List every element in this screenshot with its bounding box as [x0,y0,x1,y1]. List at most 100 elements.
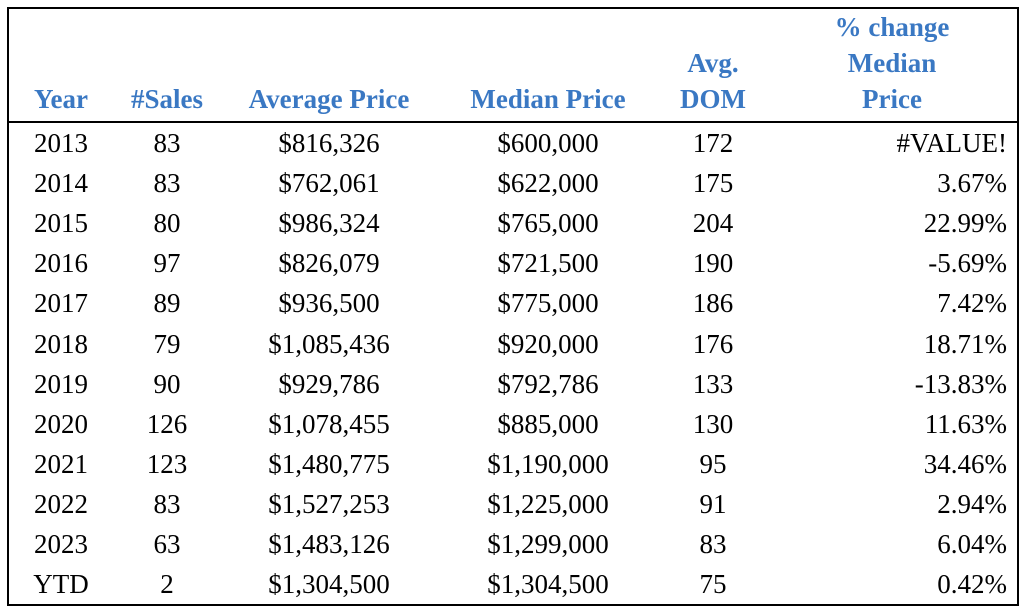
column-header-median-price: Median Price [437,9,659,123]
cell-sales: 80 [153,208,181,239]
column-header-avg-price: Average Price [221,9,437,123]
cell-pct-change: 2.94% [937,488,1007,519]
sales-table-frame: Year #Sales Average Price Median Price Avg. D… [7,7,1019,606]
cell-pct-change: 6.04% [937,528,1007,559]
table-row: 2023 63 $1,483,126 $1,299,000 83 6.04% [9,524,1017,564]
column-header-line: % change [834,12,950,42]
header-row: Year #Sales Average Price Median Price Avg. D… [9,9,1017,123]
table-row: 2022 83 $1,527,253 $1,225,000 91 2.94% [9,484,1017,524]
column-header-line: #Sales [130,84,203,114]
cell-dom: 95 [699,448,727,479]
table-header: Year #Sales Average Price Median Price Avg. D… [9,9,1017,123]
column-header-pct-change: % change Median Price [767,9,1017,123]
column-header-line: Median [847,48,937,78]
cell-median-price: $792,786 [497,368,599,399]
cell-sales: 63 [153,528,181,559]
cell-dom: 172 [692,128,734,159]
cell-sales: 79 [153,328,181,359]
cell-pct-change: 22.99% [923,208,1007,239]
cell-avg-price: $1,078,455 [268,408,390,439]
cell-pct-change: 18.71% [923,328,1007,359]
cell-median-price: $600,000 [497,128,599,159]
cell-median-price: $920,000 [497,328,599,359]
cell-dom: 83 [699,528,727,559]
cell-avg-price: $816,326 [278,128,380,159]
cell-sales: 83 [153,128,181,159]
cell-year: YTD [33,568,89,599]
table-row: 2017 89 $936,500 $775,000 186 7.42% [9,283,1017,323]
table-row: 2018 79 $1,085,436 $920,000 176 18.71% [9,323,1017,363]
cell-pct-change: 34.46% [923,448,1007,479]
cell-pct-change: 0.42% [937,568,1007,599]
cell-avg-price: $1,483,126 [268,528,390,559]
cell-year: 2014 [34,168,88,199]
cell-sales: 126 [146,408,188,439]
cell-avg-price: $1,085,436 [268,328,390,359]
cell-avg-price: $1,480,775 [268,448,390,479]
cell-year: 2017 [34,288,88,319]
column-header-sales: #Sales [113,9,221,123]
cell-dom: 75 [699,568,727,599]
cell-year: 2022 [34,488,88,519]
cell-median-price: $775,000 [497,288,599,319]
cell-median-price: $885,000 [497,408,599,439]
cell-year: 2023 [34,528,88,559]
cell-year: 2016 [34,248,88,279]
cell-dom: 133 [692,368,734,399]
cell-pct-change: 11.63% [924,408,1007,439]
cell-pct-change: #VALUE! [896,128,1008,159]
cell-dom: 175 [692,168,734,199]
cell-sales: 83 [153,168,181,199]
column-header-line: Year [34,84,88,114]
cell-avg-price: $826,079 [278,248,380,279]
cell-median-price: $721,500 [497,248,599,279]
column-header-line: Average Price [248,84,410,114]
table-row: 2021 123 $1,480,775 $1,190,000 95 34.46% [9,444,1017,484]
table-row: 2014 83 $762,061 $622,000 175 3.67% [9,163,1017,203]
cell-sales: 90 [153,368,181,399]
cell-year: 2015 [34,208,88,239]
cell-dom: 204 [692,208,734,239]
table-row: 2020 126 $1,078,455 $885,000 130 11.63% [9,404,1017,444]
cell-sales: 123 [146,448,188,479]
column-header-line: Price [862,84,922,114]
column-header-dom: Avg. DOM [659,9,767,123]
cell-sales: 83 [153,488,181,519]
cell-year: 2013 [34,128,88,159]
cell-dom: 190 [692,248,734,279]
cell-avg-price: $929,786 [278,368,380,399]
cell-sales: 97 [153,248,181,279]
cell-avg-price: $1,527,253 [268,488,390,519]
cell-sales: 89 [153,288,181,319]
column-header-line: Median Price [470,84,626,114]
cell-dom: 130 [692,408,734,439]
cell-median-price: $1,190,000 [487,448,609,479]
cell-median-price: $1,225,000 [487,488,609,519]
cell-avg-price: $986,324 [278,208,380,239]
cell-pct-change: -5.69% [928,248,1007,279]
cell-dom: 186 [692,288,734,319]
cell-sales: 2 [160,568,174,599]
table-row: 2016 97 $826,079 $721,500 190 -5.69% [9,243,1017,283]
cell-median-price: $1,299,000 [487,528,609,559]
cell-median-price: $622,000 [497,168,599,199]
cell-pct-change: 3.67% [937,168,1007,199]
cell-year: 2020 [34,408,88,439]
table-row: 2015 80 $986,324 $765,000 204 22.99% [9,203,1017,243]
column-header-year: Year [9,9,113,123]
column-header-line: Avg. [687,48,739,78]
cell-dom: 176 [692,328,734,359]
cell-pct-change: 7.42% [937,288,1007,319]
cell-median-price: $1,304,500 [487,568,609,599]
table-row: 2019 90 $929,786 $792,786 133 -13.83% [9,364,1017,404]
cell-avg-price: $936,500 [278,288,380,319]
cell-year: 2021 [34,448,88,479]
table-body: 2013 83 $816,326 $600,000 172 #VALUE! 2014 83 $7… [9,122,1017,604]
sales-table: Year #Sales Average Price Median Price Avg. D… [9,9,1017,604]
cell-median-price: $765,000 [497,208,599,239]
table-row: YTD 2 $1,304,500 $1,304,500 75 0.42% [9,564,1017,604]
cell-avg-price: $762,061 [278,168,380,199]
cell-dom: 91 [699,488,727,519]
table-row: 2013 83 $816,326 $600,000 172 #VALUE! [9,122,1017,163]
cell-pct-change: -13.83% [914,368,1007,399]
